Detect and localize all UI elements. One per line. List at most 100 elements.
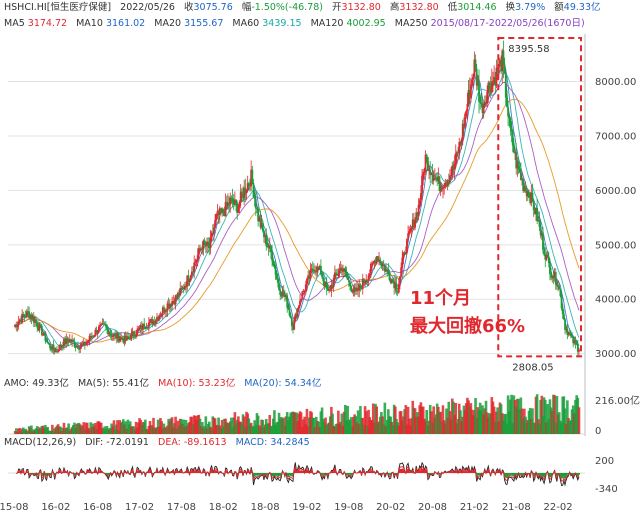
macd-bar — [317, 472, 320, 473]
candle-body — [202, 240, 205, 250]
candle-body — [331, 284, 334, 287]
macd-bar — [100, 472, 103, 473]
candle-body — [523, 187, 526, 192]
macd-bar — [346, 473, 349, 475]
candle-body — [452, 165, 455, 170]
candle-body — [194, 261, 197, 263]
candle-body — [279, 290, 282, 295]
candle-body — [502, 50, 505, 65]
macd-bar — [321, 473, 324, 476]
candle-body — [249, 184, 251, 187]
candle-body — [354, 287, 357, 292]
candle-body — [535, 207, 537, 214]
macd-bar — [398, 468, 401, 473]
candle-body — [129, 337, 132, 340]
candle-body — [529, 197, 532, 204]
candle-body — [330, 284, 333, 291]
candle-body — [568, 332, 571, 334]
amount-value: 49.33亿 — [563, 2, 601, 13]
macd-bar — [554, 473, 557, 475]
candle-body — [347, 279, 350, 282]
macd-bar — [353, 471, 356, 473]
candle-body — [264, 235, 267, 238]
macd-bar — [186, 470, 189, 473]
candle-body — [313, 270, 315, 272]
candle-body — [537, 220, 540, 222]
candle-body — [478, 82, 480, 102]
candle-body — [332, 277, 335, 287]
macd-bar — [49, 473, 52, 475]
candle-body — [511, 131, 514, 146]
macd-bar — [236, 473, 239, 476]
candle-body — [339, 267, 342, 270]
macd-bar — [257, 473, 260, 476]
candle-body — [366, 280, 369, 282]
candle-body — [265, 235, 268, 247]
macd-bar — [430, 473, 433, 474]
macd-bar — [478, 473, 481, 476]
candle-body — [557, 285, 559, 287]
candle-body — [380, 263, 383, 266]
amount-field: 额49.33亿 — [554, 2, 600, 13]
macd-bar — [144, 473, 147, 475]
candle-body — [395, 283, 398, 291]
candle-body — [199, 248, 201, 250]
volume-bar — [531, 408, 534, 434]
candle-body — [124, 335, 127, 341]
candle-body — [560, 296, 563, 309]
macd-bar — [131, 470, 134, 473]
candle-body — [286, 295, 289, 308]
chart-grid — [8, 34, 586, 436]
x-tick-label: 17-02 — [125, 502, 154, 513]
candle-body — [60, 345, 63, 347]
candle-body — [528, 191, 530, 198]
candle-body — [436, 179, 439, 181]
candle-body — [79, 346, 82, 349]
candle-body — [188, 279, 191, 282]
candle-body — [451, 165, 454, 176]
candle-body — [64, 338, 67, 344]
macd-bar — [307, 470, 310, 473]
candle-body — [572, 336, 575, 344]
macd-bar — [164, 473, 167, 474]
y-tick-label: 3000.00 — [595, 349, 636, 360]
candle-body — [358, 284, 361, 291]
close-label: 收 — [183, 2, 194, 13]
candle-body — [576, 344, 579, 352]
candle-body — [32, 316, 35, 323]
macd-bar — [395, 473, 398, 474]
candle-body — [117, 333, 120, 342]
macd-bar — [408, 471, 411, 473]
macd-bar — [155, 471, 158, 473]
macd-bar — [167, 472, 170, 473]
macd-bar — [466, 471, 469, 473]
macd-bar — [573, 473, 576, 475]
candle-body — [132, 331, 135, 336]
candle-body — [416, 212, 419, 217]
volume-bar — [268, 414, 272, 434]
candle-body — [461, 123, 464, 140]
macd-bar — [533, 473, 536, 476]
candle-body — [379, 259, 382, 264]
drawdown-box — [497, 37, 582, 358]
volume-bar — [59, 426, 62, 434]
macd-tick-label: -340 — [595, 484, 618, 495]
macd-bar — [522, 473, 525, 476]
candle-body — [303, 291, 306, 293]
candle-body — [49, 344, 51, 349]
candle-body — [456, 152, 458, 154]
macd-bar — [368, 471, 371, 473]
volume-bar — [46, 426, 50, 434]
candle-body — [346, 277, 349, 280]
candle-body — [506, 97, 508, 108]
candle-body — [329, 288, 332, 291]
candle-body — [161, 307, 164, 314]
volume-bar — [543, 399, 547, 434]
turnover-label: 换 — [505, 2, 516, 13]
macd-bar — [286, 473, 289, 477]
candle-body — [27, 311, 29, 313]
ma-legend: MA5 3174.72 MA10 3161.02 MA20 3155.67 MA… — [4, 18, 591, 30]
macd-bar — [290, 473, 293, 477]
candle-body — [494, 76, 497, 86]
candle-body — [567, 332, 570, 335]
